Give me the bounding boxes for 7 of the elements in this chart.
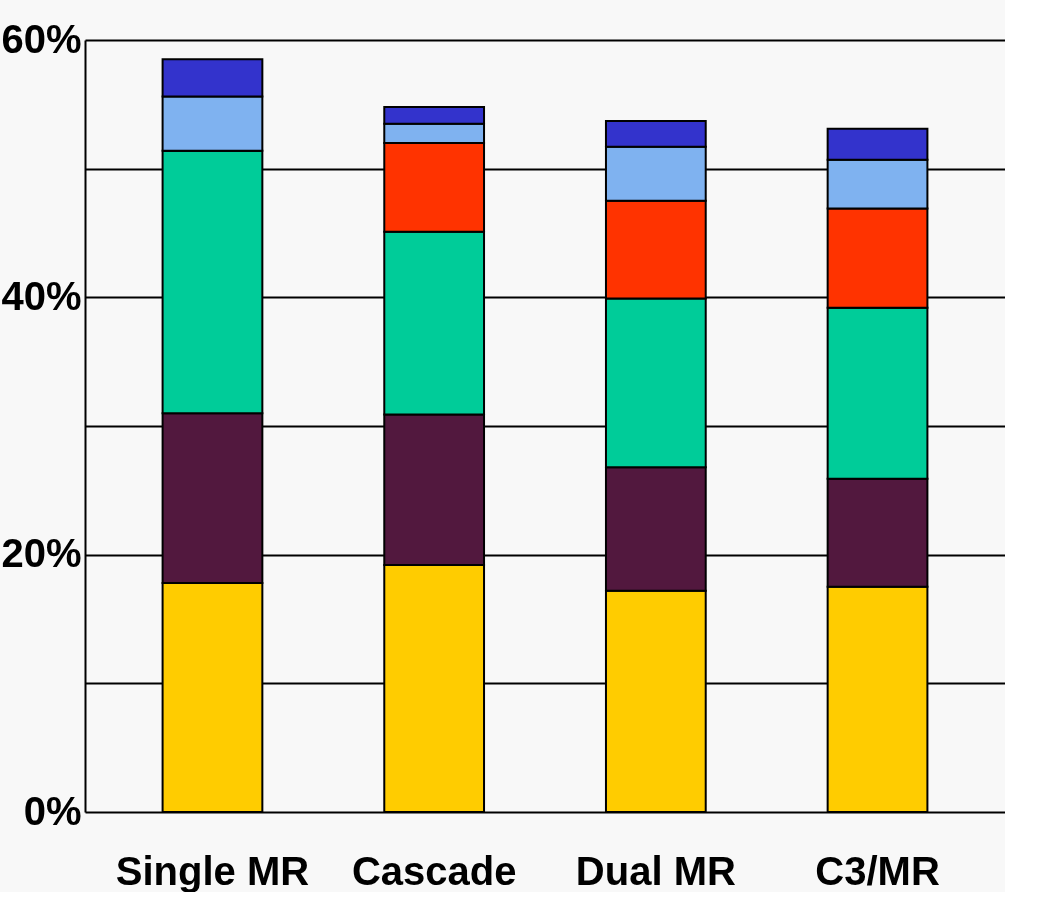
y-tick-label: 60% xyxy=(1,16,82,61)
x-tick-label: Cascade xyxy=(351,848,517,893)
y-tick-label: 20% xyxy=(1,531,82,576)
x-tick-label: C3/MR xyxy=(815,848,940,893)
y-tick-label: 0% xyxy=(23,788,82,833)
x-tick-label: Dual MR xyxy=(575,848,736,893)
y-tick-label: 40% xyxy=(1,273,82,318)
